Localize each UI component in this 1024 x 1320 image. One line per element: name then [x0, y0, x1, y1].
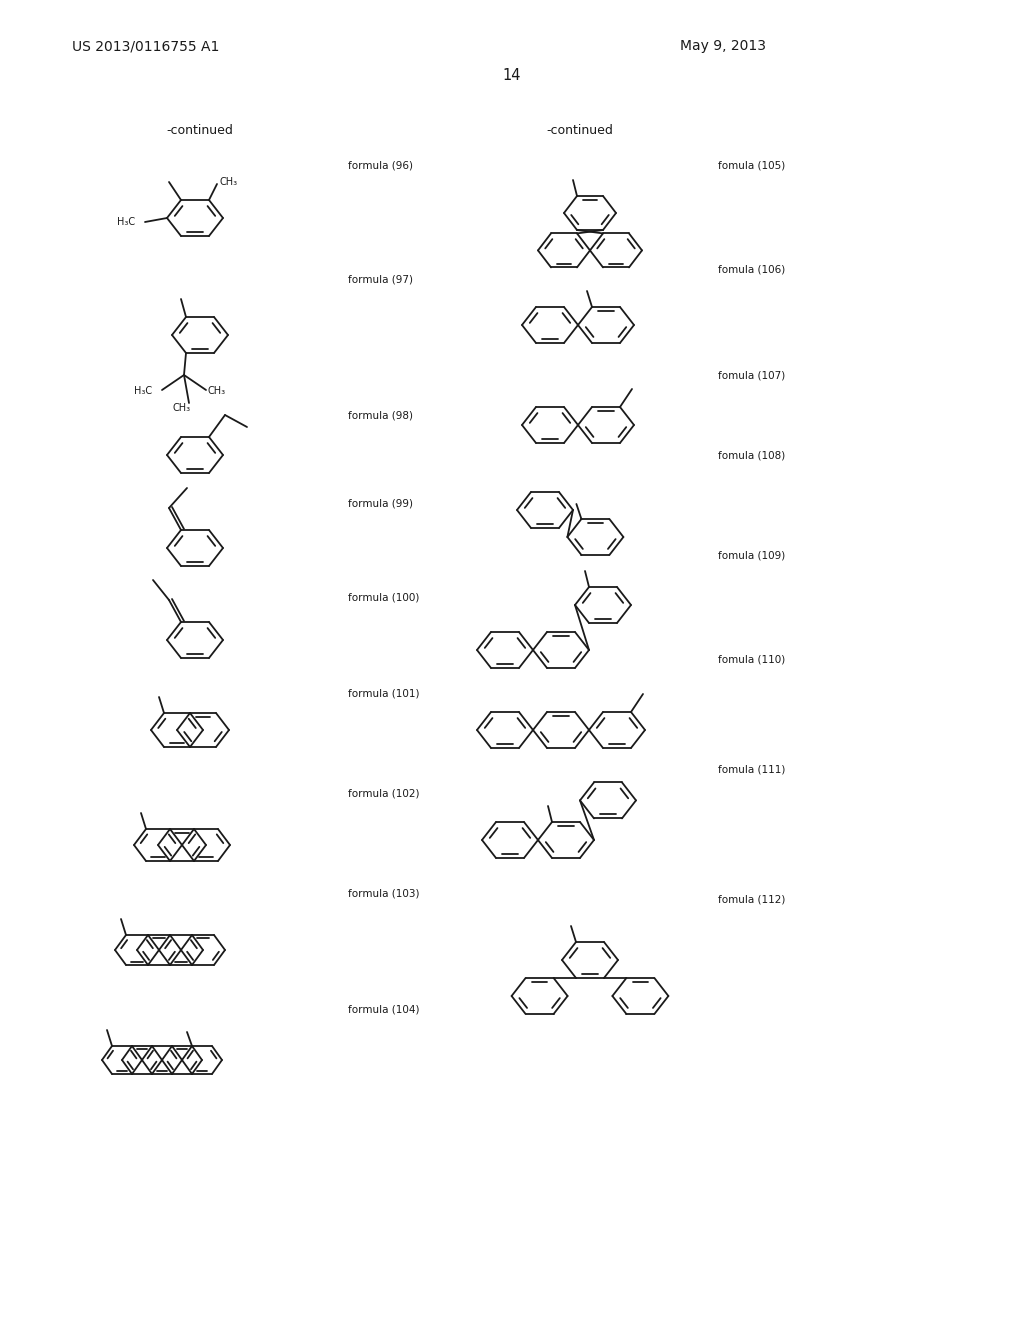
- Text: fomula (110): fomula (110): [718, 655, 785, 665]
- Text: formula (102): formula (102): [348, 788, 420, 799]
- Text: -continued: -continued: [547, 124, 613, 136]
- Text: -continued: -continued: [167, 124, 233, 136]
- Text: fomula (111): fomula (111): [718, 766, 785, 775]
- Text: formula (98): formula (98): [348, 411, 413, 420]
- Text: CH₃: CH₃: [219, 177, 238, 187]
- Text: formula (99): formula (99): [348, 498, 413, 508]
- Text: formula (101): formula (101): [348, 688, 420, 698]
- Text: fomula (105): fomula (105): [718, 160, 785, 170]
- Text: fomula (106): fomula (106): [718, 265, 785, 275]
- Text: CH₃: CH₃: [208, 385, 226, 396]
- Text: formula (97): formula (97): [348, 275, 413, 285]
- Text: formula (100): formula (100): [348, 593, 420, 603]
- Text: formula (103): formula (103): [348, 888, 420, 898]
- Text: 14: 14: [503, 67, 521, 82]
- Text: fomula (107): fomula (107): [718, 370, 785, 380]
- Text: fomula (109): fomula (109): [718, 550, 785, 560]
- Text: fomula (108): fomula (108): [718, 450, 785, 459]
- Text: CH₃: CH₃: [173, 403, 191, 413]
- Text: formula (104): formula (104): [348, 1005, 420, 1015]
- Text: fomula (112): fomula (112): [718, 895, 785, 906]
- Text: formula (96): formula (96): [348, 160, 413, 170]
- Text: H₃C: H₃C: [117, 216, 135, 227]
- Text: US 2013/0116755 A1: US 2013/0116755 A1: [72, 40, 219, 53]
- Text: May 9, 2013: May 9, 2013: [680, 40, 766, 53]
- Text: H₃C: H₃C: [134, 385, 153, 396]
